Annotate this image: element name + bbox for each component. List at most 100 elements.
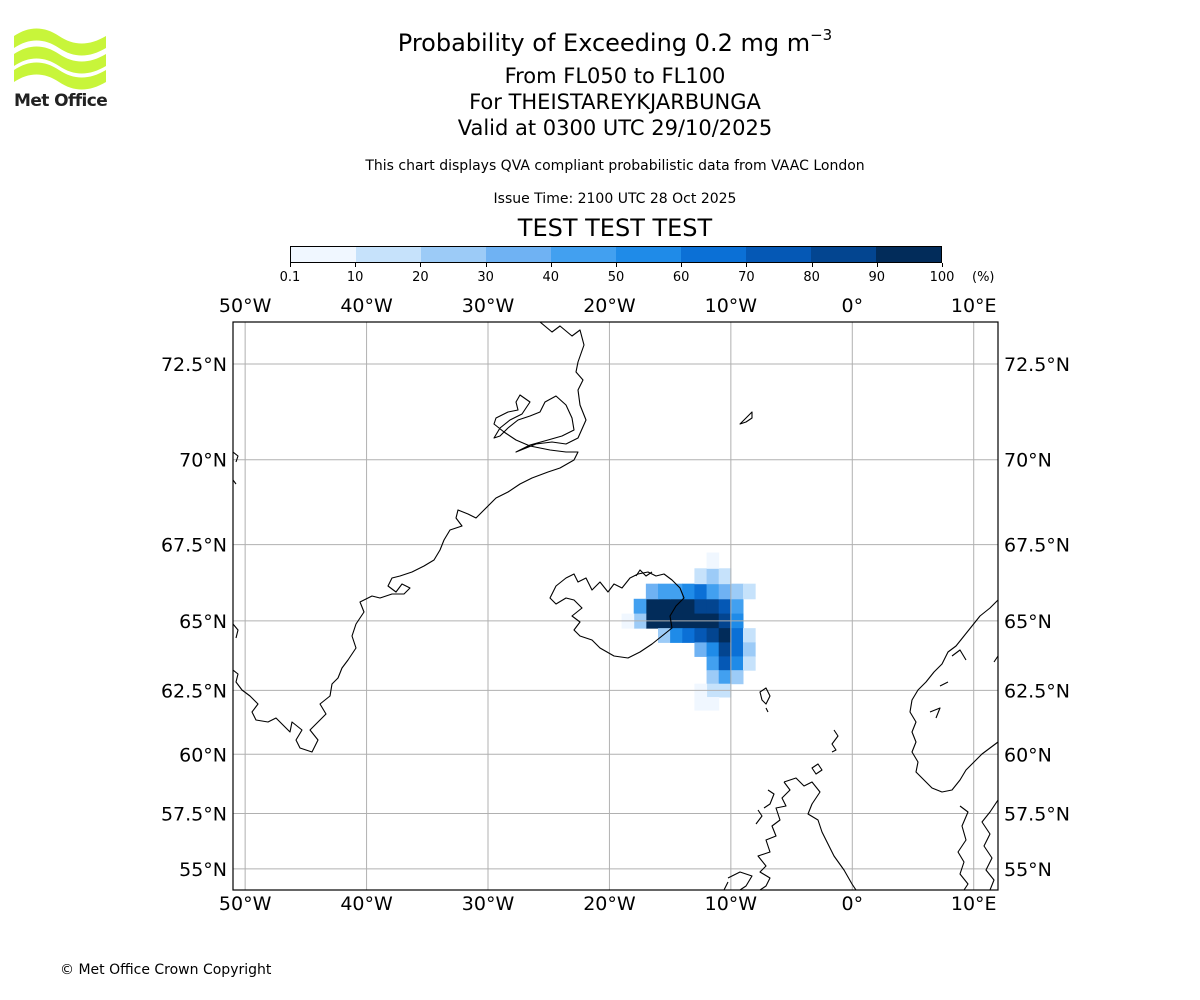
plume-cell: [645, 598, 659, 615]
plume-cell: [706, 656, 720, 671]
plume-cell: [706, 642, 720, 657]
colorbar-tick-label: 40: [542, 270, 560, 285]
coastline-greenland-west-1: [233, 451, 239, 463]
colorbar: [290, 246, 942, 263]
plume-cell: [694, 628, 708, 643]
colorbar-tick: [876, 263, 878, 267]
plume-cell: [706, 670, 720, 685]
plume-cell: [706, 568, 720, 585]
lat-label-right: 60°N: [1004, 744, 1052, 766]
plume-cell: [730, 670, 744, 685]
plume-cell: [706, 552, 720, 569]
coastline-norway: [909, 599, 998, 793]
plume-cell: [730, 656, 744, 671]
issue-time: Issue Time: 2100 UTC 28 Oct 2025: [493, 191, 737, 207]
colorbar-segment: [356, 247, 421, 262]
plume-cell: [730, 642, 744, 657]
lat-label-left: 65°N: [179, 611, 227, 633]
colorbar-tick-label: 70: [738, 270, 755, 285]
colorbar-segment: [681, 247, 746, 262]
lon-label-bottom: 0°: [841, 893, 863, 915]
colorbar-tick-label: 90: [868, 270, 886, 285]
logo-wave-2: [14, 46, 106, 74]
lat-label-left: 62.5°N: [161, 680, 227, 702]
colorbar-segment: [616, 247, 681, 262]
lat-label-left: 67.5°N: [161, 535, 227, 557]
flight-level-range: From FL050 to FL100: [504, 64, 726, 88]
map-background: [233, 322, 998, 890]
colorbar-tick-label: 30: [477, 270, 494, 285]
lat-label-left: 72.5°N: [161, 354, 227, 376]
ash-plume: [621, 552, 756, 711]
plume-cell: [718, 628, 732, 643]
lat-label-right: 70°N: [1004, 450, 1052, 472]
coastline-greenland: [233, 322, 587, 753]
plume-cell: [718, 598, 732, 615]
coastline-ireland: [723, 871, 753, 890]
colorbar-segment: [421, 247, 486, 262]
plume-cell: [694, 642, 708, 657]
plume-cell: [718, 656, 732, 671]
chart-title-exponent: −3: [810, 26, 833, 44]
colorbar-tick-label: 20: [412, 270, 429, 285]
logo-wave-1: [14, 28, 106, 56]
lon-label-bottom: 30°W: [462, 893, 515, 915]
colorbar-tick: [550, 263, 552, 267]
colorbar-unit: (%): [972, 270, 995, 285]
lon-label-top: 30°W: [462, 295, 515, 317]
plume-cell: [718, 583, 732, 600]
colorbar-tick-label: 60: [672, 270, 690, 285]
lat-label-right: 62.5°N: [1004, 680, 1070, 702]
coastline-norway-islands: [929, 649, 998, 719]
chart-title-text: Probability of Exceeding 0.2 mg m: [397, 29, 811, 57]
plume-cell: [718, 670, 732, 685]
plume-cell: [658, 598, 671, 615]
map-frame: [232, 321, 999, 891]
plume-cell: [658, 583, 671, 600]
volcano-name: For THEISTAREYKJARBUNGA: [469, 90, 761, 114]
colorbar-tick: [616, 263, 617, 267]
graticule: [233, 322, 998, 890]
plume-cell: [682, 583, 695, 600]
lat-label-right: 72.5°N: [1004, 354, 1070, 376]
plume-cell: [743, 642, 756, 657]
lat-label-left: 57.5°N: [161, 804, 227, 826]
lat-label-right: 57.5°N: [1004, 804, 1070, 826]
colorbar-tick: [420, 263, 422, 267]
plume-cell: [730, 598, 744, 615]
coastline-greenland-west-3: [233, 623, 239, 639]
coastline-scotland-uk: [757, 777, 857, 890]
coastline-shetland: [831, 729, 839, 753]
coastline-hebrides: [755, 789, 775, 825]
lat-label-left: 70°N: [179, 450, 227, 472]
colorbar-tick: [355, 263, 357, 267]
colorbar-segment: [876, 247, 941, 262]
coastline-denmark: [957, 805, 969, 890]
colorbar-segment: [486, 247, 551, 262]
lon-label-top: 0°: [841, 295, 863, 317]
colorbar-segment: [551, 247, 616, 262]
lon-label-bottom: 10°W: [705, 893, 758, 915]
plume-cell: [730, 583, 744, 600]
axis-labels: 50°W 50°W 40°W 40°W 30°W 30°W 20°W 20°W 10°W 10°W…: [161, 295, 1070, 915]
lon-label-top: 20°W: [583, 295, 636, 317]
lon-label-top: 50°W: [219, 295, 272, 317]
copyright: © Met Office Crown Copyright: [60, 962, 272, 978]
lon-label-bottom: 20°W: [583, 893, 636, 915]
plume-cell: [633, 598, 647, 615]
lon-label-bottom: 40°W: [340, 893, 393, 915]
colorbar-tick: [290, 263, 291, 267]
plume-cell: [645, 583, 659, 600]
data-disclaimer: This chart displays QVA compliant probab…: [365, 158, 865, 174]
chart-title: Probability of Exceeding 0.2 mg m−3: [0, 26, 1200, 57]
logo-wave-3: [14, 62, 106, 90]
coastline-jan-mayen: [739, 411, 753, 425]
colorbar-tick: [681, 263, 683, 267]
met-office-logo-waves: [14, 28, 106, 90]
lat-label-right: 65°N: [1004, 611, 1052, 633]
lat-label-right: 67.5°N: [1004, 535, 1070, 557]
lon-label-top: 10°W: [705, 295, 758, 317]
plume-cell: [670, 628, 683, 643]
plume-cell: [743, 583, 756, 600]
